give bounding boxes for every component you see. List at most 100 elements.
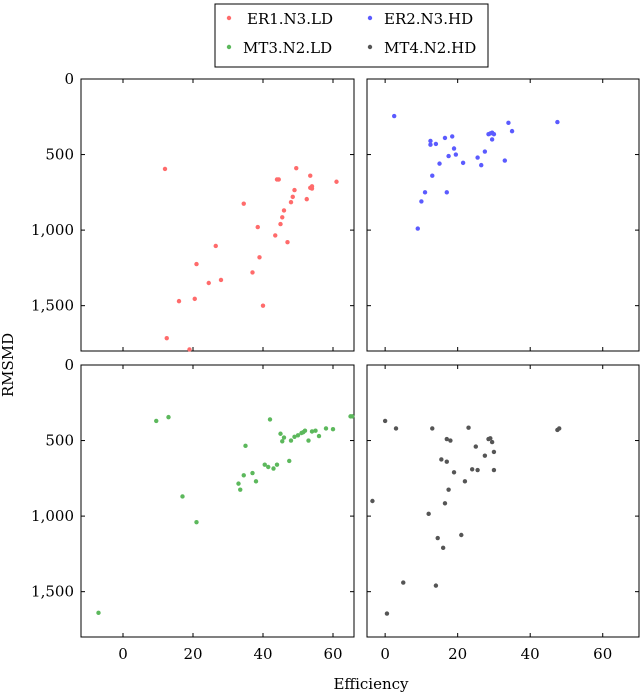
data-point (236, 481, 241, 486)
data-point (489, 439, 495, 445)
data-point (187, 347, 192, 352)
data-point (440, 545, 446, 551)
y-tick-label: 1,500 (31, 297, 74, 315)
data-point (557, 426, 562, 431)
data-point (446, 487, 451, 492)
legend: ER1.N3.LD ER2.N3.HD MT3.N2.LD MT4.N2.HD (214, 3, 489, 68)
data-point (506, 120, 511, 126)
y-tick-label: 500 (45, 432, 74, 450)
data-point (392, 113, 397, 119)
data-point (393, 426, 399, 431)
data-point (435, 535, 440, 541)
data-point (450, 134, 455, 139)
legend-box (214, 3, 489, 68)
x-tick-label: 60 (593, 645, 612, 663)
data-point (273, 233, 278, 238)
x-tick-label: 60 (323, 645, 342, 663)
y-tick-label: 1,000 (31, 507, 74, 525)
x-tick-label: 40 (253, 645, 272, 663)
data-point (281, 208, 287, 213)
legend-label-er1: ER1.N3.LD (247, 10, 333, 28)
data-point (266, 464, 271, 470)
data-point (444, 459, 449, 464)
data-point (491, 467, 497, 473)
legend-marker-er1 (226, 15, 232, 21)
data-point (491, 449, 497, 455)
legend-label-er2: ER2.N3.HD (384, 10, 473, 28)
data-point (290, 194, 295, 200)
data-point (430, 426, 435, 431)
data-point (384, 611, 390, 616)
data-point (243, 443, 248, 449)
data-point (278, 431, 283, 436)
data-point (192, 296, 197, 302)
x-axis-label: Efficiency (333, 675, 409, 693)
data-point (433, 583, 439, 588)
data-point (475, 467, 480, 473)
data-point (162, 166, 168, 172)
data-point (180, 494, 185, 499)
data-point (428, 138, 433, 144)
data-point (287, 458, 292, 464)
data-point (206, 280, 211, 286)
data-point (302, 428, 308, 433)
data-point (280, 215, 285, 220)
data-point (306, 438, 311, 443)
data-point (437, 161, 442, 166)
data-point (430, 173, 435, 178)
data-point (288, 438, 294, 443)
data-point (350, 414, 355, 419)
data-point (469, 467, 475, 472)
data-point (292, 187, 297, 193)
data-point (166, 414, 171, 420)
data-point (444, 436, 449, 442)
data-point (295, 433, 301, 438)
data-point (323, 426, 329, 431)
panel-frame (80, 78, 355, 352)
data-point (370, 498, 375, 504)
data-point (473, 444, 478, 449)
data-point (451, 146, 457, 151)
x-tick-label: 0 (380, 645, 390, 663)
data-point (459, 532, 464, 538)
data-point (267, 417, 273, 422)
data-point (96, 610, 101, 616)
data-point (439, 457, 444, 462)
data-point (502, 158, 508, 163)
data-point (460, 160, 466, 166)
data-point (194, 261, 199, 267)
data-point (475, 155, 480, 160)
data-point (334, 179, 339, 184)
data-point (415, 226, 420, 231)
data-point (428, 142, 433, 147)
data-point (444, 190, 449, 195)
data-point (253, 479, 259, 484)
data-point (274, 462, 280, 467)
data-point (278, 221, 283, 227)
legend-label-mt3: MT3.N2.LD (243, 39, 332, 57)
data-point (308, 173, 313, 178)
data-point (446, 153, 451, 159)
panel-top-right (366, 78, 640, 352)
data-point (262, 462, 267, 467)
legend-marker-mt3 (226, 44, 232, 50)
panel-top-left: 0 500 1,000 1,500 (31, 70, 355, 352)
data-point (280, 439, 285, 444)
data-point (462, 479, 468, 484)
data-point (433, 141, 439, 147)
data-point (250, 470, 255, 476)
data-point (194, 519, 199, 525)
data-point (241, 473, 246, 478)
data-point (491, 131, 497, 137)
data-point (288, 199, 294, 205)
data-point (489, 137, 495, 142)
data-point (294, 165, 299, 171)
data-point (422, 190, 428, 195)
data-point (257, 255, 262, 260)
y-tick-label: 1,500 (31, 583, 74, 601)
data-point (488, 436, 493, 441)
data-point (442, 501, 448, 506)
data-point (292, 434, 297, 439)
data-point (448, 438, 453, 443)
